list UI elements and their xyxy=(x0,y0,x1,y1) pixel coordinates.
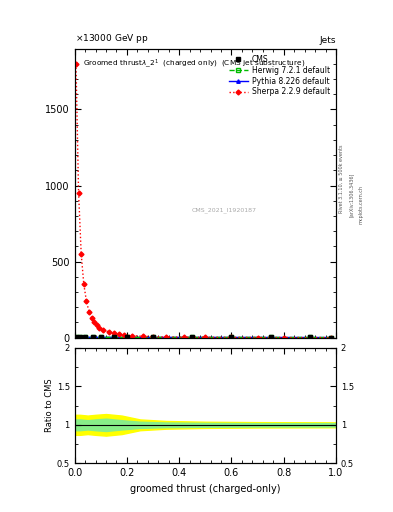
Pythia 8.226 default xyxy=(83,334,88,340)
Sherpa 2.2.9 default xyxy=(329,334,333,340)
Sherpa 2.2.9 default xyxy=(117,331,121,337)
Herwig 7.2.1 default xyxy=(190,334,195,340)
Sherpa 2.2.9 default xyxy=(97,325,102,331)
Herwig 7.2.1 default xyxy=(151,334,156,340)
Sherpa 2.2.9 default xyxy=(73,61,78,67)
Pythia 8.226 default xyxy=(229,334,234,340)
Sherpa 2.2.9 default xyxy=(84,298,89,304)
Pythia 8.226 default xyxy=(307,334,312,340)
Herwig 7.2.1 default xyxy=(98,334,103,340)
Pythia 8.226 default xyxy=(98,334,103,340)
Pythia 8.226 default xyxy=(112,334,116,340)
Sherpa 2.2.9 default xyxy=(229,334,234,340)
Pythia 8.226 default xyxy=(151,334,156,340)
Pythia 8.226 default xyxy=(73,334,78,340)
Sherpa 2.2.9 default xyxy=(307,334,312,340)
Text: mcplots.cern.ch: mcplots.cern.ch xyxy=(358,185,364,224)
Sherpa 2.2.9 default xyxy=(106,329,111,335)
Text: Groomed thrust$\lambda\_2^1$  (charged only)  (CMS jet substructure): Groomed thrust$\lambda\_2^1$ (charged on… xyxy=(83,57,305,70)
Legend: CMS, Herwig 7.2.1 default, Pythia 8.226 default, Sherpa 2.2.9 default: CMS, Herwig 7.2.1 default, Pythia 8.226 … xyxy=(226,52,332,99)
CMS xyxy=(77,334,82,340)
Herwig 7.2.1 default xyxy=(329,334,333,340)
Sherpa 2.2.9 default xyxy=(203,334,208,340)
Line: Herwig 7.2.1 default: Herwig 7.2.1 default xyxy=(74,335,332,339)
CMS xyxy=(329,334,333,340)
Sherpa 2.2.9 default xyxy=(122,332,127,338)
Line: CMS: CMS xyxy=(73,335,333,340)
Pythia 8.226 default xyxy=(190,334,195,340)
Herwig 7.2.1 default xyxy=(307,334,312,340)
Sherpa 2.2.9 default xyxy=(281,334,286,340)
CMS xyxy=(190,334,195,340)
Sherpa 2.2.9 default xyxy=(81,281,86,287)
Herwig 7.2.1 default xyxy=(77,334,82,340)
CMS xyxy=(229,334,234,340)
Text: Jets: Jets xyxy=(320,36,336,45)
Herwig 7.2.1 default xyxy=(91,334,95,340)
CMS xyxy=(73,334,78,340)
Sherpa 2.2.9 default xyxy=(255,334,260,340)
Sherpa 2.2.9 default xyxy=(87,309,92,315)
CMS xyxy=(91,334,95,340)
Sherpa 2.2.9 default xyxy=(89,315,94,321)
Pythia 8.226 default xyxy=(91,334,95,340)
Sherpa 2.2.9 default xyxy=(79,251,84,257)
Sherpa 2.2.9 default xyxy=(92,319,97,326)
Y-axis label: Ratio to CMS: Ratio to CMS xyxy=(45,379,54,432)
CMS xyxy=(112,334,116,340)
CMS xyxy=(268,334,273,340)
Pythia 8.226 default xyxy=(268,334,273,340)
Sherpa 2.2.9 default xyxy=(140,333,145,339)
Sherpa 2.2.9 default xyxy=(151,334,156,340)
X-axis label: groomed thrust (charged-only): groomed thrust (charged-only) xyxy=(130,484,281,494)
Herwig 7.2.1 default xyxy=(229,334,234,340)
CMS xyxy=(83,334,88,340)
Sherpa 2.2.9 default xyxy=(182,334,187,340)
CMS xyxy=(98,334,103,340)
Sherpa 2.2.9 default xyxy=(164,334,169,340)
Sherpa 2.2.9 default xyxy=(76,190,81,196)
Text: [arXiv:1306.3436]: [arXiv:1306.3436] xyxy=(349,173,354,217)
Pythia 8.226 default xyxy=(77,334,82,340)
Herwig 7.2.1 default xyxy=(125,334,129,340)
Herwig 7.2.1 default xyxy=(268,334,273,340)
CMS xyxy=(125,334,129,340)
Herwig 7.2.1 default xyxy=(112,334,116,340)
Sherpa 2.2.9 default xyxy=(101,327,106,333)
Sherpa 2.2.9 default xyxy=(95,323,99,329)
CMS xyxy=(307,334,312,340)
Herwig 7.2.1 default xyxy=(73,334,78,340)
Pythia 8.226 default xyxy=(125,334,129,340)
Text: CMS_2021_I1920187: CMS_2021_I1920187 xyxy=(191,208,256,214)
Herwig 7.2.1 default xyxy=(83,334,88,340)
Sherpa 2.2.9 default xyxy=(112,330,116,336)
Pythia 8.226 default xyxy=(329,334,333,340)
Line: Sherpa 2.2.9 default: Sherpa 2.2.9 default xyxy=(74,62,332,339)
Line: Pythia 8.226 default: Pythia 8.226 default xyxy=(74,335,332,339)
Text: Rivet 3.1.10, ≥ 500k events: Rivet 3.1.10, ≥ 500k events xyxy=(339,145,344,214)
Text: $\times$13000 GeV pp: $\times$13000 GeV pp xyxy=(75,32,148,45)
Sherpa 2.2.9 default xyxy=(130,333,134,339)
CMS xyxy=(151,334,156,340)
